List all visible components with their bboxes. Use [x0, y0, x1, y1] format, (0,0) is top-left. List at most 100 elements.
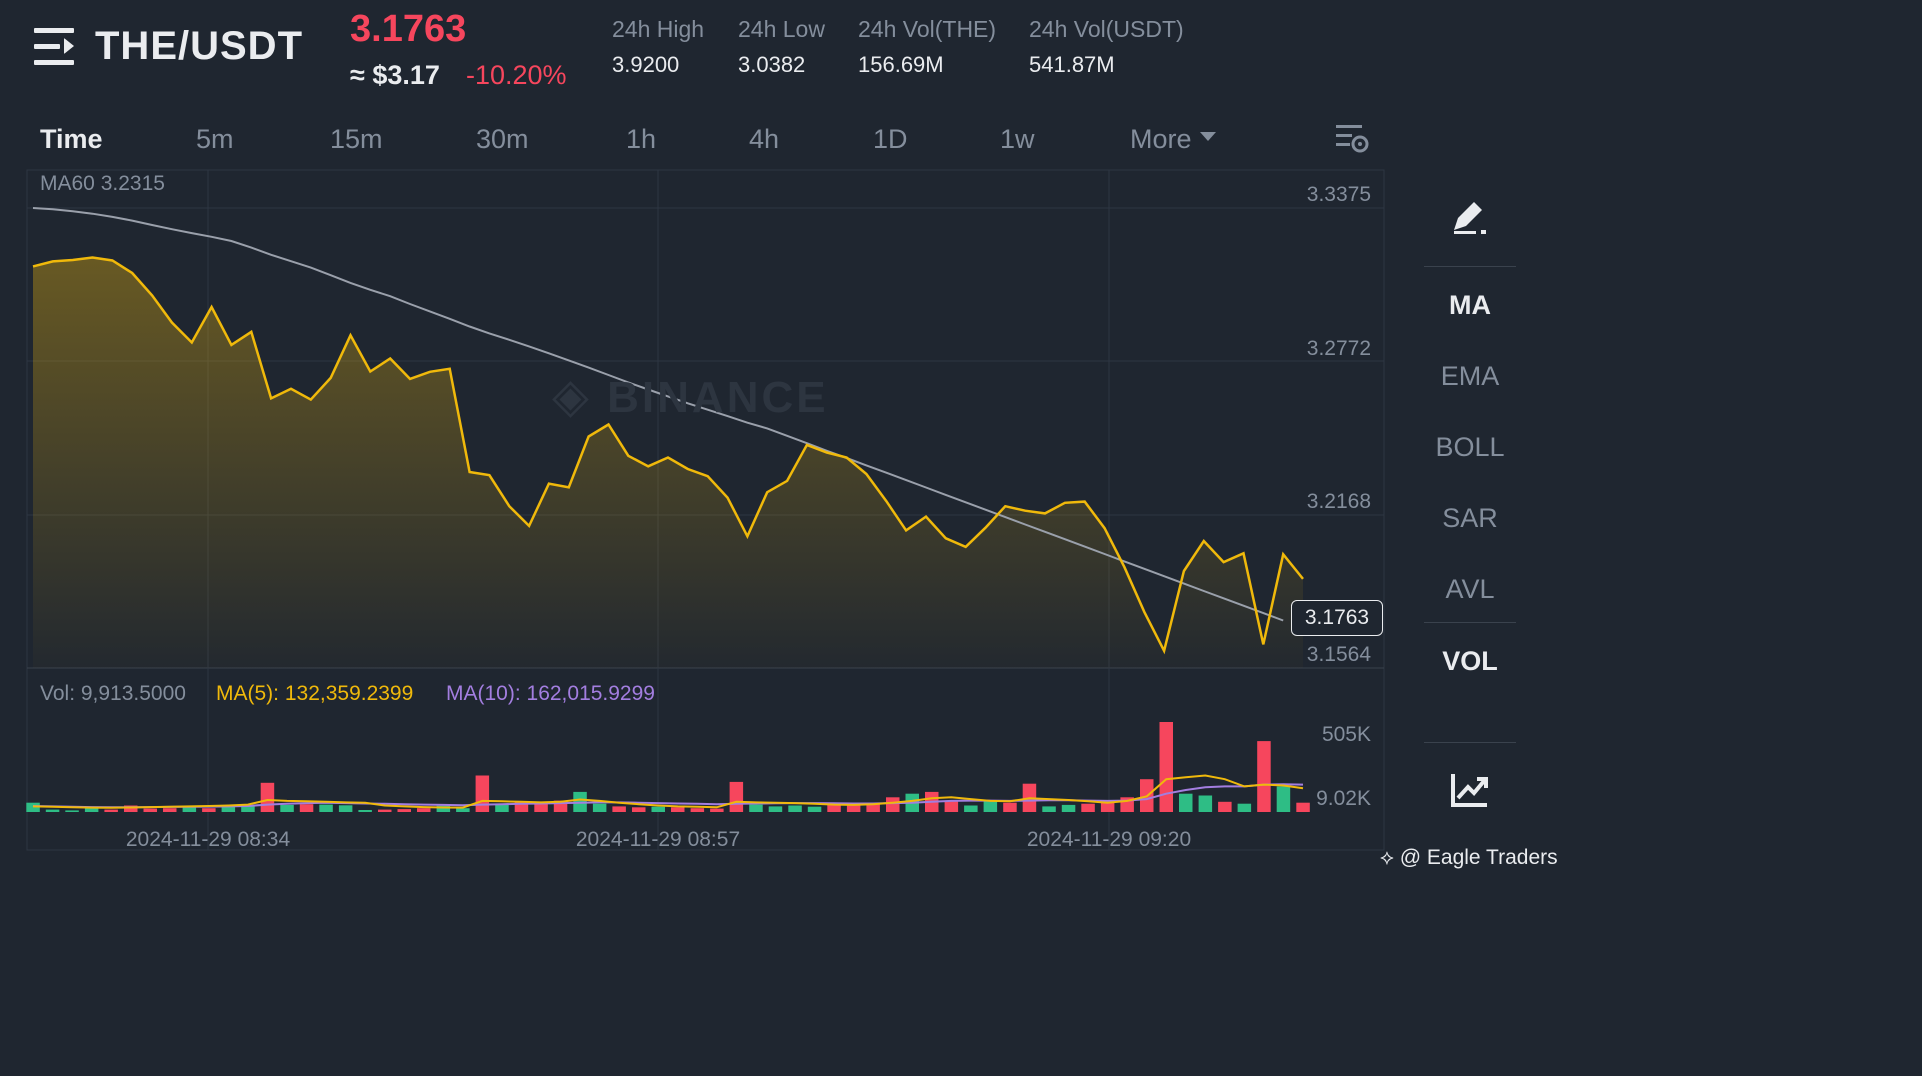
stat-24h-vol-quote-value: 541.87M	[1029, 52, 1115, 77]
credit-watermark: ⟡ @ Eagle Traders	[1380, 846, 1558, 870]
volume-bar	[1159, 722, 1173, 812]
tab-more-label: More	[1130, 124, 1192, 154]
volume-bar	[417, 808, 431, 812]
tab-1d[interactable]: 1D	[873, 124, 908, 154]
indicator-divider	[1424, 266, 1516, 267]
volume-bar	[690, 808, 705, 812]
time-axis: 2024-11-29 08:34 2024-11-29 08:57 2024-11-…	[126, 828, 1191, 851]
volume-bar	[886, 797, 900, 812]
volume-bar	[260, 782, 275, 812]
volume-bar	[182, 807, 197, 812]
volume-bar	[612, 806, 626, 812]
indicator-divider	[1424, 742, 1516, 743]
price-change-percent: -10.20%	[466, 60, 567, 90]
indicator-boll[interactable]: BOLL	[1435, 432, 1505, 462]
volume-bar	[1061, 804, 1076, 812]
volume-bar	[710, 808, 724, 812]
volume-bar	[632, 807, 646, 812]
volume-bar	[592, 803, 607, 812]
volume-bar	[1003, 802, 1017, 812]
price-tick-label: 3.2772	[1307, 337, 1371, 360]
volume-bar	[475, 775, 490, 812]
chart-type-icon[interactable]	[1450, 772, 1490, 808]
tab-5m[interactable]: 5m	[196, 124, 234, 154]
volume-axis: 505K 9.02K	[1316, 723, 1371, 810]
volume-bar	[1042, 806, 1056, 812]
plot-frame	[26, 169, 1385, 851]
fiat-price: ≈ $3.17	[350, 60, 440, 90]
tab-4h[interactable]: 4h	[749, 124, 780, 154]
volume-bar	[221, 806, 236, 812]
stat-24h-vol-base-label: 24h Vol(THE)	[858, 16, 997, 42]
indicator-ema[interactable]: EMA	[1440, 361, 1500, 391]
stat-24h-high-label: 24h High	[612, 16, 705, 42]
binance-watermark: ◈ BINANCE	[552, 368, 829, 424]
tab-more[interactable]: More	[1130, 124, 1216, 155]
volume-bar	[241, 806, 255, 812]
time-tick-label: 2024-11-29 08:57	[576, 828, 740, 851]
indicator-ma[interactable]: MA	[1449, 290, 1491, 320]
credit-text: @ Eagle Traders	[1399, 846, 1558, 869]
volume-bar	[338, 805, 353, 812]
volume-bar	[1218, 801, 1232, 812]
draw-tool-icon[interactable]	[1450, 200, 1490, 236]
volume-bar	[1081, 803, 1095, 812]
menu-icon[interactable]	[34, 28, 78, 68]
indicator-sar[interactable]: SAR	[1442, 503, 1498, 533]
volume-bar	[163, 808, 177, 812]
stat-24h-vol-base-value: 156.69M	[858, 52, 944, 77]
volume-ma5-legend: MA(5): 132,359.2399	[216, 682, 414, 705]
price-line	[32, 256, 1304, 655]
price-axis: 3.3375 3.2772 3.2168 3.1564	[1307, 183, 1372, 666]
volume-legend: Vol: 9,913.5000	[40, 682, 186, 705]
binance-logo-icon: ◈	[552, 370, 592, 423]
volume-bar	[651, 806, 665, 812]
binance-small-logo-icon: ⟡	[1380, 846, 1394, 869]
volume-bar	[729, 781, 744, 812]
tab-time[interactable]: Time	[40, 124, 103, 154]
volume-bar	[104, 809, 118, 812]
volume-bar	[1296, 802, 1310, 812]
tab-1h[interactable]: 1h	[626, 124, 657, 154]
volume-bar	[1276, 786, 1291, 812]
volume-bar	[514, 801, 529, 812]
volume-ma5-line	[32, 774, 1304, 809]
volume-bar	[280, 804, 294, 812]
volume-bar	[358, 810, 372, 812]
volume-tick-label: 505K	[1322, 723, 1371, 746]
tab-15m[interactable]: 15m	[330, 124, 383, 154]
current-price-tag: 3.1763	[1291, 600, 1383, 636]
settings-icon[interactable]	[1334, 122, 1370, 156]
volume-bars	[26, 722, 1310, 812]
ma60-line	[32, 207, 1284, 622]
volume-bar	[84, 808, 99, 812]
price-area-fill	[33, 257, 1303, 668]
ma60-legend: MA60 3.2315	[40, 172, 165, 195]
volume-bar	[299, 804, 314, 812]
pair-title[interactable]: THE/USDT	[95, 24, 303, 68]
indicator-vol[interactable]: VOL	[1442, 646, 1498, 676]
volume-bar	[866, 803, 880, 812]
volume-bar	[1237, 803, 1252, 812]
kline-chart[interactable]: 3.3375 3.2772 3.2168 3.1564 505K 9.02K 2024-…	[0, 0, 1568, 878]
volume-tick-label: 9.02K	[1316, 787, 1371, 810]
volume-bar	[768, 806, 783, 812]
volume-ma10-legend: MA(10): 162,015.9299	[446, 682, 655, 705]
volume-bar	[495, 803, 509, 812]
tab-1w[interactable]: 1w	[1000, 124, 1035, 154]
volume-bar	[397, 809, 411, 812]
volume-bar	[124, 805, 138, 812]
time-tick-label: 2024-11-29 08:34	[126, 828, 291, 851]
tab-30m[interactable]: 30m	[476, 124, 529, 154]
volume-bar	[65, 810, 79, 812]
indicator-avl[interactable]: AVL	[1445, 574, 1495, 604]
volume-bar	[983, 800, 998, 812]
volume-bar	[319, 804, 333, 812]
stat-24h-low-label: 24h Low	[738, 16, 825, 42]
volume-bar	[788, 805, 802, 812]
volume-bar	[534, 802, 548, 812]
volume-bar	[671, 807, 685, 812]
caret-down-icon	[1199, 132, 1216, 142]
stat-24h-low-value: 3.0382	[738, 52, 806, 77]
volume-bar	[436, 805, 451, 812]
